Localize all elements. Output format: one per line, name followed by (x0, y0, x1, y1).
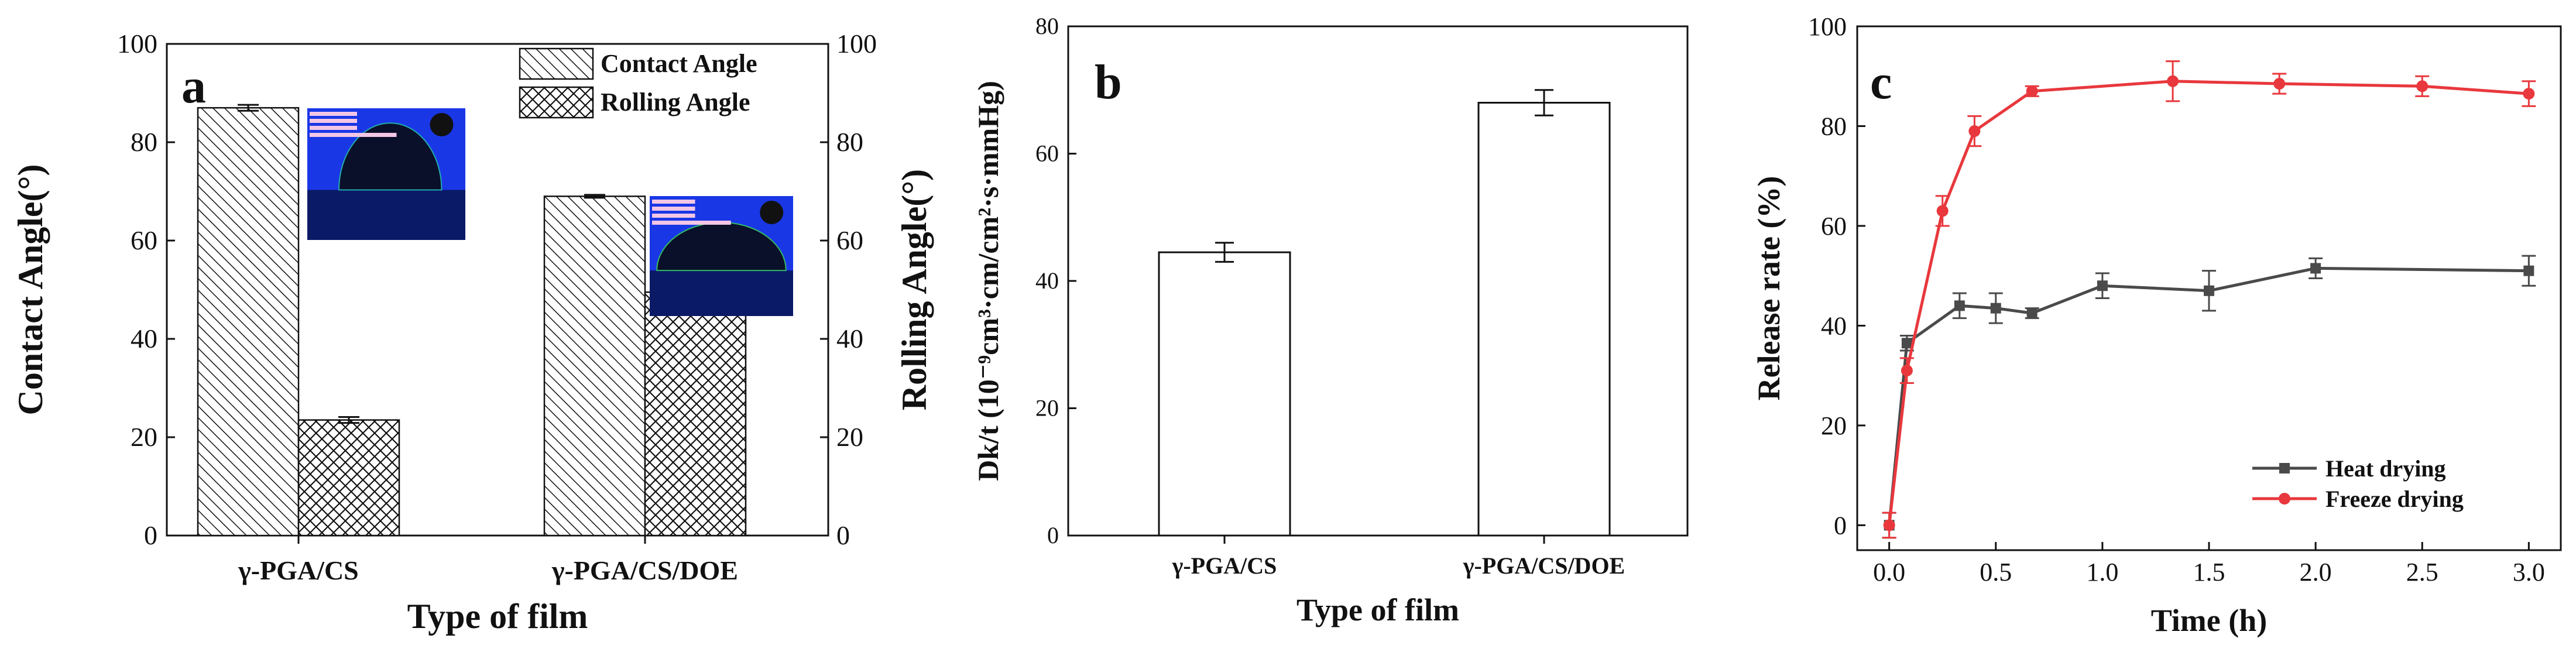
data-point-heat-drying (2204, 285, 2214, 296)
legend-label: Heat drying (2325, 455, 2446, 482)
y-tick-label-right: 40 (836, 324, 863, 354)
x-tick-label: γ-PGA/CS (1172, 553, 1277, 579)
water-droplet-inset-1-caption-line (310, 112, 357, 116)
y-axis-title: Release rate (%) (1751, 176, 1786, 401)
water-droplet-inset-2-caption-line (652, 221, 731, 225)
x-axis-title: Type of film (1296, 592, 1459, 627)
data-point-freeze-drying (2167, 75, 2179, 87)
x-tick-label: γ-PGA/CS/DOE (1463, 553, 1625, 579)
data-point-heat-drying (1901, 338, 1912, 349)
x-tick-label: 0.0 (1873, 558, 1905, 586)
panel-label: a (181, 59, 206, 114)
data-point-heat-drying (2026, 308, 2038, 319)
y-tick-label-right: 80 (836, 127, 863, 157)
plot-frame (166, 43, 829, 537)
data-point-freeze-drying (2026, 85, 2038, 97)
y-tick-label-right: 20 (836, 422, 863, 452)
data-point-heat-drying (1954, 300, 1965, 311)
water-droplet-inset-1 (307, 108, 465, 240)
panel-c-release-rate-chart: 0 20 40 60 80 100 0.0 0.5 1.0 1.5 2.0 2.5 3.0 Heat dr… (1751, 12, 2562, 638)
y-tick-label: 0 (1047, 522, 1059, 548)
x-axis-title: Time (h) (2151, 603, 2268, 638)
water-droplet-inset-1-caption-line (310, 133, 397, 137)
y-axis-title: Dk/t (10⁻⁹cm³·cm/cm²·s·mmHg) (972, 81, 1004, 481)
y-tick-label: 20 (1821, 411, 1847, 440)
y-tick-label-left: 80 (131, 127, 157, 157)
water-droplet-inset-1-caption-line (310, 119, 357, 123)
data-point-freeze-drying (1968, 125, 1981, 137)
y-tick-label-left: 100 (117, 29, 157, 59)
data-point-freeze-drying (2523, 88, 2535, 100)
legend-marker-1 (2279, 493, 2290, 505)
y-axis-title-left: Contact Angle(°) (11, 164, 50, 416)
data-point-freeze-drying (1936, 205, 1949, 217)
y-tick-label-right: 0 (836, 520, 850, 550)
bar-contact-0 (197, 107, 300, 537)
y-tick-label: 80 (1821, 112, 1847, 140)
water-droplet-inset-1-substrate (307, 190, 465, 240)
data-point-freeze-drying (1883, 519, 1895, 531)
y-tick-label: 60 (1821, 212, 1847, 241)
water-droplet-inset-1-small-droplet (430, 113, 454, 136)
water-droplet-inset-2-small-droplet (760, 201, 784, 224)
legend-label: Contact Angle (601, 49, 757, 78)
x-tick-label: 0.5 (1980, 558, 2012, 586)
x-tick-label: 3.0 (2513, 558, 2545, 586)
legend-swatch-0 (519, 47, 594, 80)
y-tick-label-left: 40 (131, 324, 157, 354)
water-droplet-inset-1-droplet (338, 122, 443, 191)
x-tick-label: γ-PGA/CS (238, 555, 359, 585)
y-tick-label-right: 60 (836, 225, 863, 255)
panel-label: c (1870, 55, 1892, 109)
y-tick-label: 40 (1035, 267, 1059, 294)
data-point-heat-drying (2310, 263, 2321, 274)
data-point-heat-drying (1990, 303, 2001, 314)
bar-contact-1 (543, 195, 646, 537)
data-point-freeze-drying (2273, 78, 2286, 90)
data-point-heat-drying (2097, 280, 2108, 291)
data-point-freeze-drying (1901, 365, 1913, 377)
x-tick-label: 2.0 (2300, 558, 2332, 586)
data-point-heat-drying (2523, 265, 2534, 276)
bar-rolling-1 (644, 291, 747, 537)
y-tick-label: 60 (1035, 140, 1059, 167)
water-droplet-inset-2 (650, 196, 793, 316)
bar-1 (1477, 102, 1611, 537)
legend-label: Freeze drying (2325, 486, 2464, 512)
water-droplet-inset-2-caption-line (652, 200, 695, 204)
water-droplet-inset-2-caption-line (652, 207, 695, 211)
x-tick-label: γ-PGA/CS/DOE (551, 555, 738, 585)
legend-marker-0 (2279, 463, 2290, 473)
y-tick-label: 20 (1035, 395, 1059, 421)
y-tick-label: 80 (1035, 13, 1059, 39)
x-axis-title: Type of film (407, 597, 588, 636)
x-tick-label: 2.5 (2406, 558, 2438, 586)
panel-a-contact-angle-chart: 0 20 40 60 80 100 0 20 40 60 80 100 γ-PGA/CS γ-PGA/CS… (11, 29, 934, 636)
water-droplet-inset-1-caption-line (310, 126, 357, 130)
y-tick-label-left: 20 (131, 422, 157, 452)
y-tick-label-left: 0 (144, 520, 157, 550)
y-tick-label-left: 60 (131, 225, 157, 255)
y-tick-label: 0 (1834, 511, 1847, 540)
legend-label: Rolling Angle (601, 88, 750, 116)
x-tick-label: 1.5 (2193, 558, 2225, 586)
water-droplet-inset-2-substrate (650, 270, 793, 316)
y-axis-title-right: Rolling Angle(°) (895, 169, 934, 410)
y-tick-label-right: 100 (836, 29, 877, 59)
data-point-freeze-drying (2416, 80, 2428, 92)
bar-rolling-0 (297, 419, 400, 537)
y-tick-label: 100 (1808, 12, 1847, 41)
legend-swatch-1 (519, 86, 594, 119)
water-droplet-inset-2-caption-line (652, 214, 695, 218)
y-tick-label: 40 (1821, 311, 1847, 340)
x-tick-label: 1.0 (2086, 558, 2118, 586)
panel-label: b (1095, 55, 1122, 109)
bar-0 (1158, 251, 1291, 537)
panel-b-dk-t-chart: 0 20 40 60 80 γ-PGA/CS γ-PGA/CS/DOE b Type of fi… (972, 13, 1689, 627)
